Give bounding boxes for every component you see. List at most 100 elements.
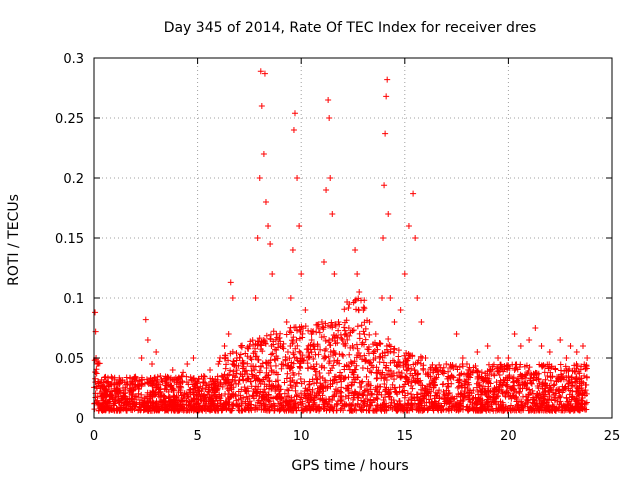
data-point — [441, 400, 448, 407]
data-point — [325, 353, 332, 360]
data-point — [273, 353, 280, 360]
data-point — [251, 366, 258, 373]
data-point — [514, 396, 521, 403]
data-point — [306, 381, 313, 388]
data-point — [343, 362, 350, 369]
data-point — [126, 374, 133, 381]
data-point — [293, 407, 300, 414]
data-point — [258, 338, 265, 345]
data-point — [217, 354, 224, 361]
data-point — [366, 319, 373, 325]
data-point — [460, 396, 467, 403]
data-point — [424, 371, 431, 378]
data-point — [238, 344, 245, 351]
data-point — [228, 393, 235, 400]
data-point — [208, 405, 215, 412]
data-point — [272, 388, 279, 395]
data-point — [386, 390, 393, 397]
data-point — [401, 271, 408, 277]
data-point — [466, 381, 473, 388]
data-point — [166, 394, 173, 401]
data-point — [268, 351, 275, 358]
data-point — [214, 373, 221, 380]
data-point — [581, 372, 588, 379]
data-point — [355, 391, 362, 398]
data-point — [403, 361, 410, 368]
data-point — [194, 392, 201, 399]
data-point — [284, 349, 291, 356]
data-point — [180, 369, 187, 376]
data-point — [180, 405, 187, 412]
data-point — [420, 395, 427, 402]
data-point — [281, 390, 288, 397]
data-point — [266, 378, 273, 385]
data-point — [294, 379, 301, 386]
data-point — [404, 357, 411, 364]
data-point — [228, 407, 235, 414]
data-point — [207, 375, 214, 382]
data-point — [168, 382, 175, 389]
data-point — [526, 337, 533, 343]
data-point — [246, 393, 253, 400]
data-point — [374, 374, 381, 381]
data-point — [265, 371, 272, 378]
data-point — [329, 393, 336, 400]
data-point — [367, 402, 374, 409]
data-point — [510, 406, 517, 413]
data-point — [248, 356, 255, 363]
data-point — [179, 373, 186, 380]
data-point — [349, 369, 356, 376]
data-point — [339, 337, 346, 343]
data-point — [290, 402, 297, 409]
data-point — [448, 407, 455, 414]
data-point — [481, 405, 488, 412]
data-point — [223, 376, 230, 383]
data-point — [396, 384, 403, 391]
data-point — [234, 403, 241, 410]
data-point — [305, 349, 312, 356]
data-point — [474, 368, 481, 375]
data-point — [526, 364, 533, 371]
data-point — [255, 357, 262, 364]
data-point — [131, 375, 138, 382]
data-point — [121, 390, 128, 397]
data-point — [333, 401, 340, 408]
data-point — [393, 388, 400, 395]
data-point — [161, 393, 168, 400]
data-point — [535, 375, 542, 382]
data-point — [157, 373, 164, 379]
data-point — [314, 376, 321, 383]
data-point — [237, 351, 244, 358]
data-point — [266, 398, 273, 405]
data-point — [347, 344, 354, 351]
data-point — [261, 70, 268, 77]
data-point — [398, 369, 405, 376]
data-point — [125, 403, 132, 410]
data-point — [136, 397, 143, 404]
data-point — [169, 367, 176, 373]
data-point — [507, 402, 514, 409]
data-point — [579, 387, 586, 394]
data-point — [205, 388, 212, 395]
data-point — [351, 390, 358, 397]
data-point — [102, 387, 109, 394]
data-point — [382, 403, 389, 410]
data-point — [313, 321, 320, 328]
data-point — [502, 389, 509, 396]
data-point — [290, 398, 297, 405]
data-point — [176, 397, 183, 404]
data-point — [461, 378, 468, 385]
data-point — [304, 360, 311, 367]
data-point — [341, 327, 348, 334]
data-point — [218, 372, 225, 379]
data-point — [316, 370, 323, 377]
data-point — [417, 360, 424, 367]
data-point — [100, 393, 107, 400]
data-point — [165, 395, 172, 402]
data-point — [435, 371, 442, 378]
data-point — [107, 381, 114, 388]
data-point — [548, 407, 555, 414]
data-point — [159, 401, 166, 408]
data-point — [477, 396, 484, 403]
data-point — [478, 401, 485, 408]
